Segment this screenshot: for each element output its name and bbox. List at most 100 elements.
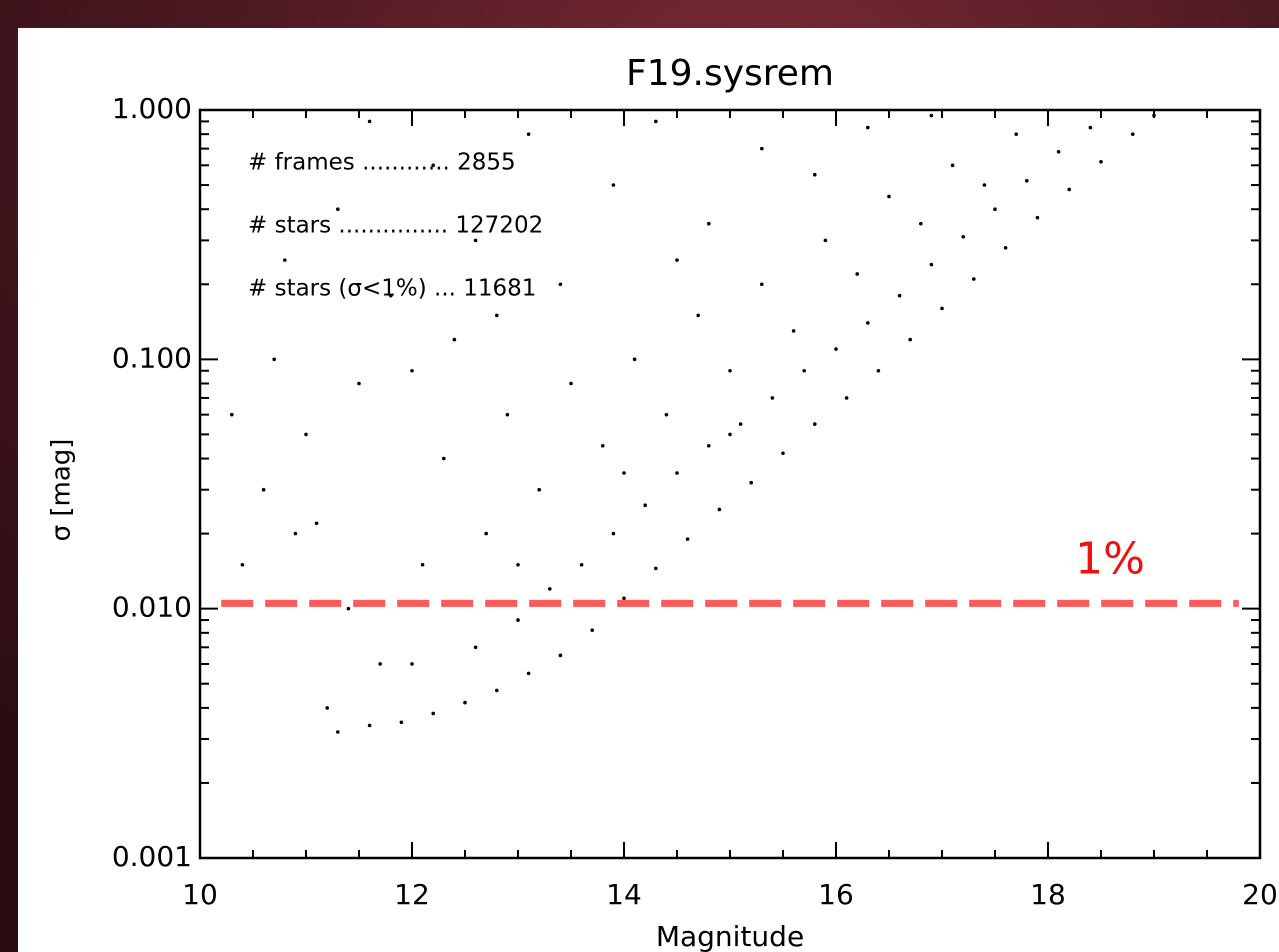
data-point (410, 662, 414, 666)
panel (18, 28, 1279, 952)
data-point (442, 456, 446, 461)
data-point (707, 221, 711, 226)
data-point (399, 720, 404, 725)
data-point (1014, 132, 1018, 136)
data-point (611, 183, 616, 187)
data-point (982, 183, 987, 187)
data-point (855, 272, 859, 276)
data-point (420, 562, 425, 567)
data-point (696, 313, 700, 318)
data-point (548, 587, 552, 591)
data-point (993, 207, 997, 212)
data-point (929, 113, 934, 118)
data-point (897, 293, 902, 298)
data-point (781, 451, 785, 456)
data-point (431, 163, 436, 168)
data-point (961, 235, 965, 239)
data-point (728, 368, 732, 373)
data-point (908, 337, 912, 342)
data-point (526, 132, 531, 136)
data-point (1035, 215, 1040, 220)
data-point (261, 487, 266, 492)
data-point (1067, 187, 1071, 192)
data-point (1025, 179, 1029, 183)
y-axis-label: σ [mag] (47, 439, 77, 542)
data-point (728, 432, 732, 437)
data-point (664, 412, 669, 417)
data-point (940, 306, 944, 311)
x-axis-label: Magnitude (656, 920, 804, 952)
data-point (272, 357, 277, 362)
data-point (537, 487, 541, 492)
data-point (378, 662, 383, 666)
data-point (813, 172, 817, 177)
data-point (389, 293, 393, 298)
data-point (654, 566, 658, 571)
data-point (336, 207, 340, 212)
data-point (357, 381, 361, 386)
data-point (834, 347, 838, 351)
x-tick-label: 10 (182, 878, 218, 911)
data-point (1099, 159, 1103, 164)
data-point (495, 313, 499, 318)
data-point (463, 700, 467, 705)
data-point (813, 422, 817, 426)
annotation: # frames ............ 2855 (248, 150, 516, 176)
data-point (601, 443, 605, 448)
data-point (526, 671, 531, 676)
data-point (919, 221, 923, 226)
data-point (314, 521, 319, 526)
data-point (346, 606, 351, 611)
data-point (866, 125, 870, 130)
data-point (569, 381, 573, 386)
data-point (452, 337, 457, 342)
data-point (579, 562, 584, 567)
data-point (972, 277, 976, 281)
data-point (823, 238, 828, 243)
data-point (558, 282, 563, 287)
data-point (325, 706, 330, 710)
chart-title: F19.sysrem (626, 53, 834, 94)
annotation: # stars ............... 127202 (248, 213, 543, 239)
data-point (367, 119, 372, 124)
data-point (866, 321, 870, 325)
data-point (654, 119, 658, 124)
y-tick-label: 1.000 (112, 92, 192, 125)
data-point (431, 711, 436, 716)
data-point (844, 396, 849, 400)
data-point (685, 537, 690, 541)
data-point (717, 507, 722, 512)
data-point (410, 368, 414, 373)
data-point (887, 194, 891, 199)
data-point (1131, 132, 1135, 136)
data-point (240, 562, 245, 567)
data-point (558, 653, 563, 658)
data-point (516, 562, 520, 567)
data-point (622, 471, 626, 475)
data-point (473, 238, 478, 243)
data-point (876, 368, 881, 373)
data-point (760, 282, 764, 287)
data-point (760, 146, 764, 151)
data-point (950, 163, 955, 168)
data-point (770, 396, 775, 400)
data-point (675, 471, 679, 475)
data-point (1088, 125, 1093, 130)
data-point (516, 618, 520, 622)
x-tick-label: 20 (1242, 878, 1278, 911)
data-point (791, 329, 796, 333)
data-point (590, 628, 594, 632)
x-tick-label: 14 (606, 878, 642, 911)
data-point (473, 645, 478, 650)
reference-label: 1% (1075, 533, 1145, 584)
data-point (675, 258, 679, 262)
data-point (283, 258, 287, 262)
data-point (622, 596, 626, 601)
data-point (230, 412, 234, 417)
data-point (484, 531, 489, 536)
data-point (738, 422, 743, 426)
x-tick-label: 18 (1030, 878, 1066, 911)
data-point (643, 503, 647, 507)
